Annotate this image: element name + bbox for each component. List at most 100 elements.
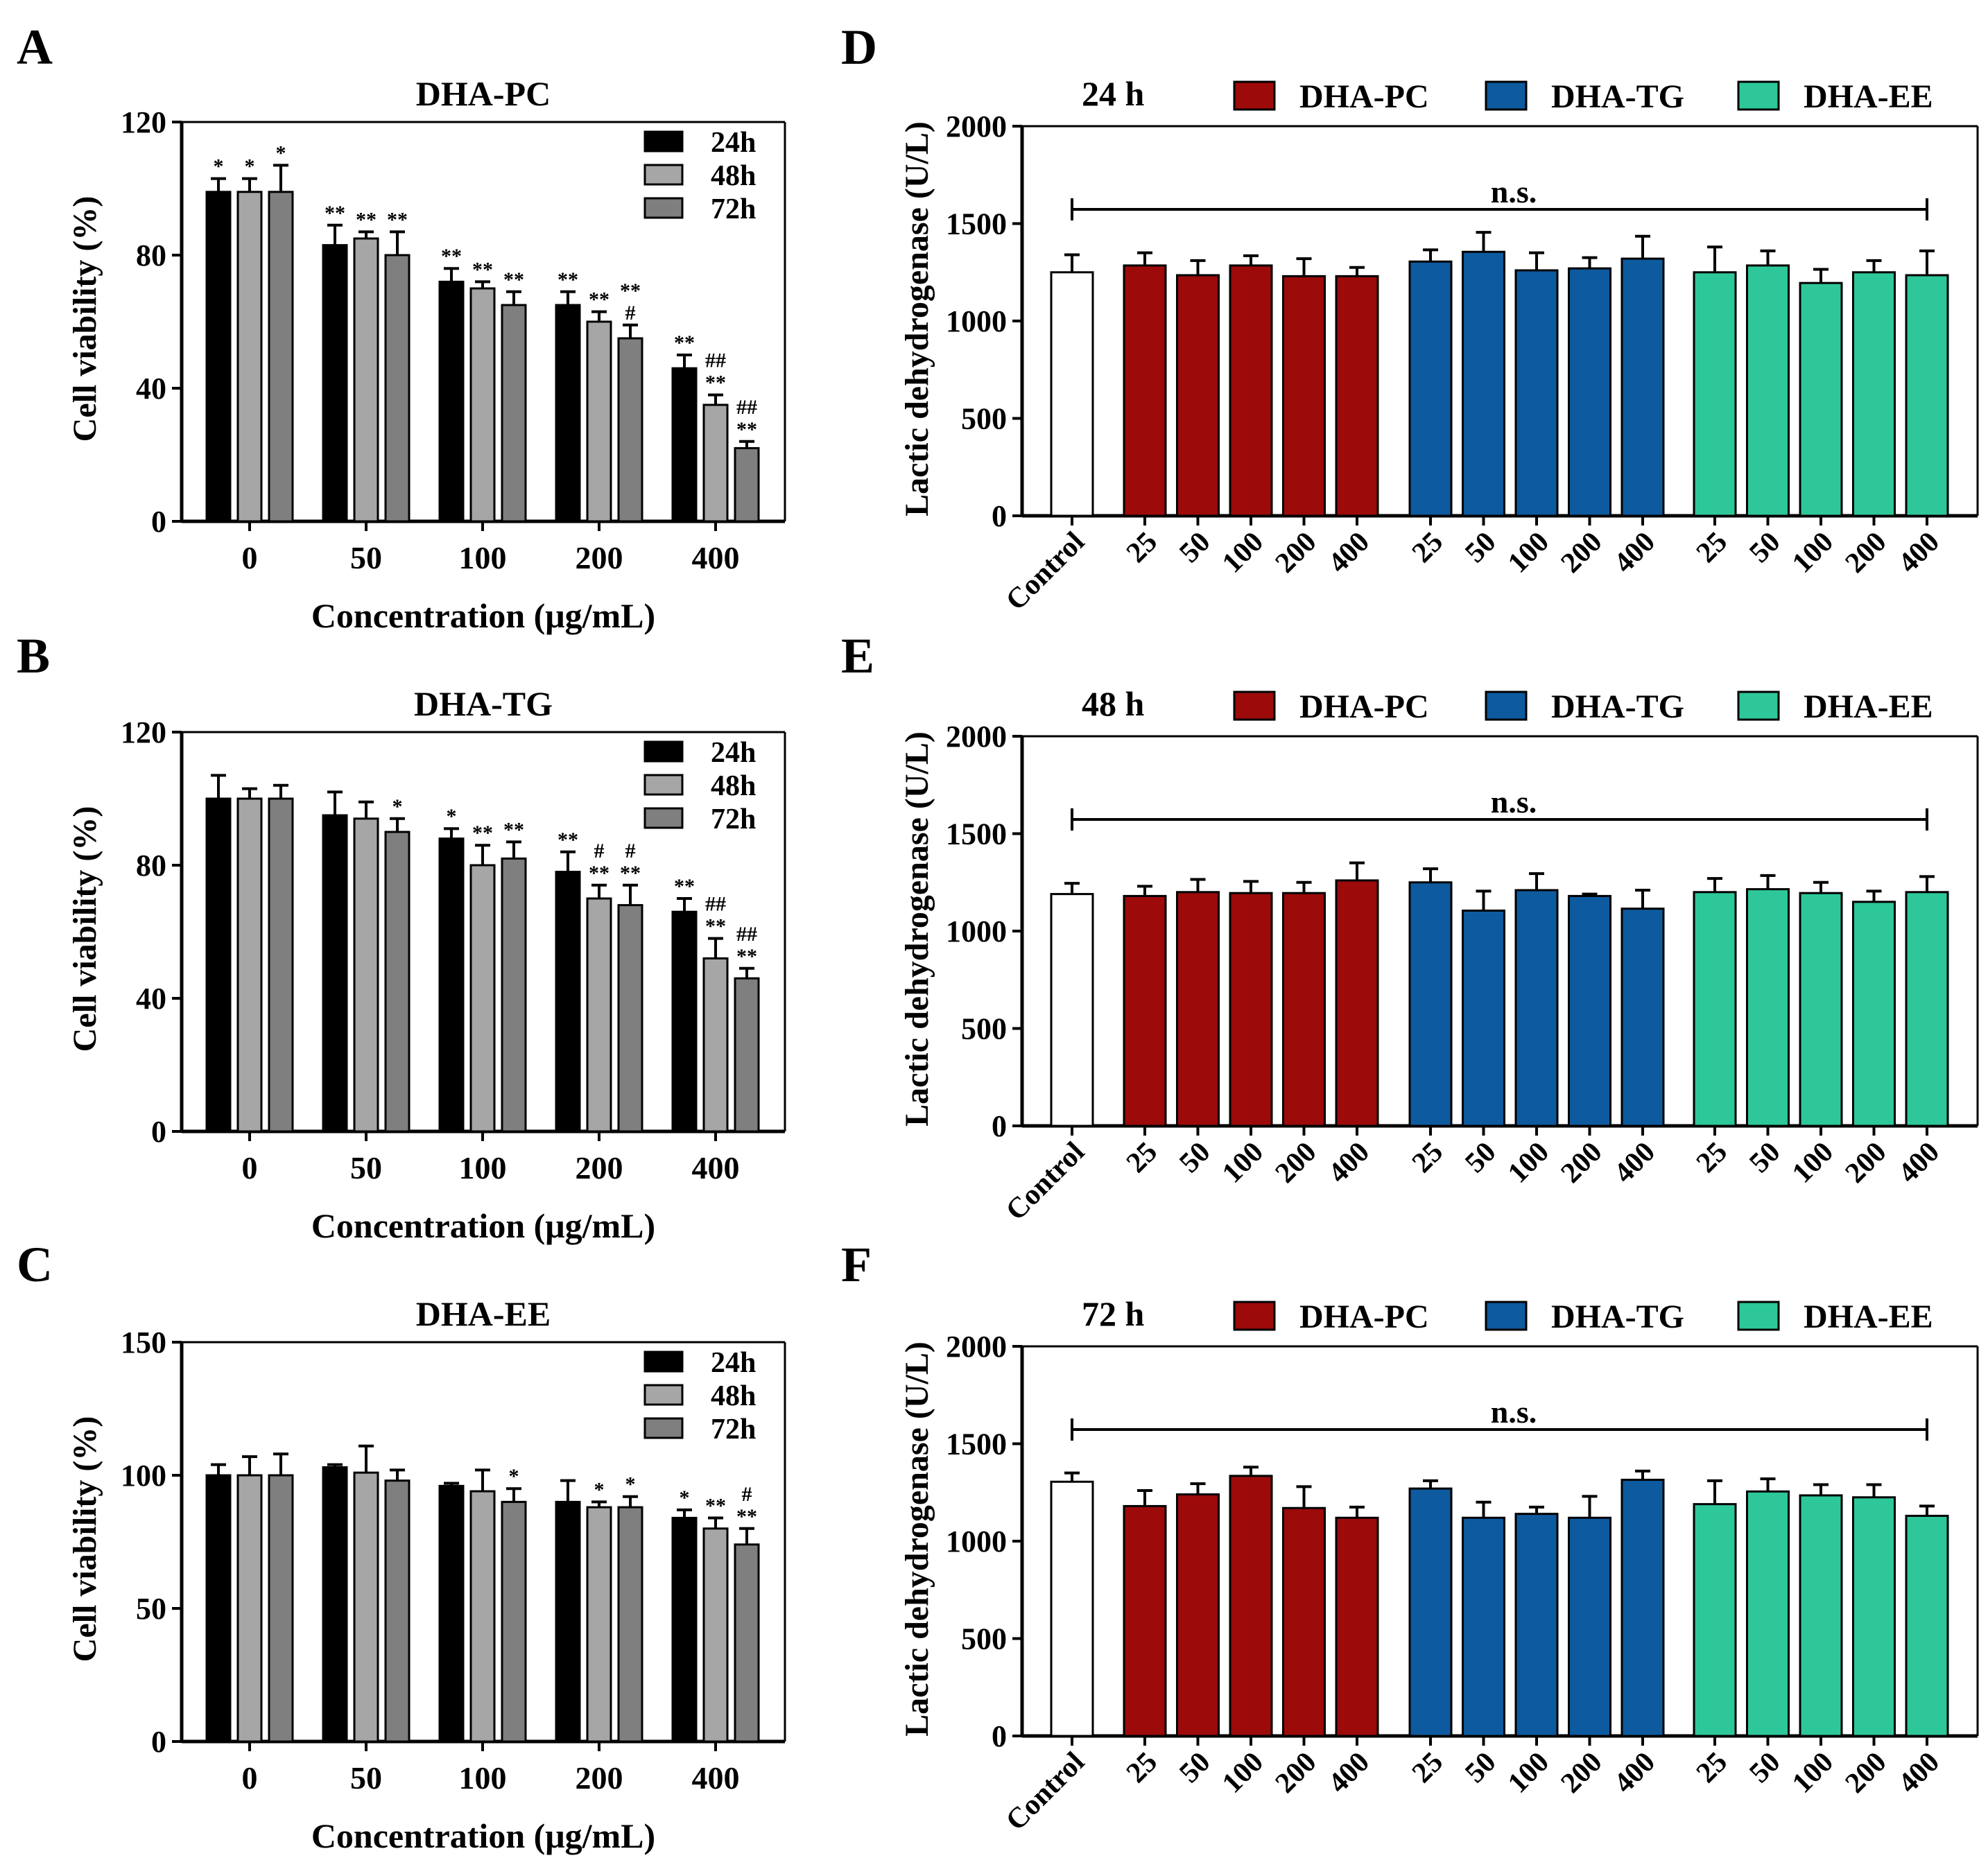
x-tick-label: 0: [242, 1150, 258, 1185]
legend-swatch: [643, 1417, 684, 1439]
bar-dha-tg: [1568, 894, 1611, 1127]
x-tick-label: 100: [1502, 1136, 1555, 1190]
legend-swatch: [643, 1350, 684, 1373]
y-axis-label: Lactic dehydrogenase (U/L): [899, 121, 935, 516]
y-axis-label: Cell viability (%): [67, 806, 103, 1052]
legend-label: DHA-EE: [1804, 1299, 1933, 1335]
y-tick-label: 0: [151, 1115, 166, 1149]
legend-label: 72h: [711, 193, 756, 225]
x-axis-label: Concentration (μg/mL): [311, 1816, 655, 1855]
legend-label: 48h: [711, 160, 756, 192]
bar-24h: [322, 1466, 348, 1743]
y-tick-label: 100: [121, 1459, 166, 1493]
bar-dha-tg: [1408, 881, 1453, 1127]
x-tick-label: 25: [1691, 526, 1734, 569]
legend-label: 72h: [711, 1414, 756, 1445]
significance-mark: **: [589, 862, 610, 885]
x-tick-label: Control: [1000, 526, 1091, 617]
significance-mark: **: [620, 862, 641, 885]
x-tick-label: 50: [1173, 1746, 1216, 1789]
significance-mark: *: [594, 1478, 605, 1501]
bar-48h: [469, 864, 496, 1133]
significance-mark: *: [392, 795, 403, 818]
x-tick-label: 50: [1743, 1746, 1786, 1789]
bar-72h: [617, 337, 643, 523]
bar-dha-ee: [1693, 1503, 1737, 1737]
bar-24h: [205, 1474, 232, 1743]
bar-24h: [438, 1484, 465, 1743]
x-tick-label: 200: [1839, 1746, 1892, 1800]
x-tick-label: 50: [1459, 1136, 1502, 1179]
legend-swatch: [1233, 691, 1276, 721]
panel-letter: F: [841, 1237, 872, 1292]
x-tick-label: 25: [1406, 1136, 1449, 1179]
bar-dha-pc: [1282, 275, 1326, 517]
significance-mark: **: [736, 418, 757, 441]
significance-mark: **: [472, 822, 493, 844]
bar-72h: [384, 254, 410, 523]
x-tick-label: 100: [1786, 526, 1840, 580]
bar-24h: [438, 280, 465, 523]
bar-72h: [384, 831, 410, 1133]
bar-dha-ee: [1852, 1496, 1896, 1737]
panel-f-ldh-chart: F 72 h n.s. Lactic dehydrogenase (U/L) 0…: [841, 1237, 1979, 1837]
y-tick-label: 500: [961, 1622, 1007, 1656]
x-tick-label: 100: [1216, 526, 1270, 580]
legend-swatch: [1737, 691, 1780, 721]
x-tick-label: 400: [1608, 1746, 1661, 1800]
bar-72h: [617, 1506, 643, 1743]
bar-48h: [702, 403, 729, 523]
bar-72h: [501, 304, 527, 523]
x-tick-label: Control: [1000, 1136, 1091, 1227]
bar-dha-ee: [1693, 891, 1737, 1127]
significance-mark: **: [705, 1494, 726, 1517]
bar-24h: [555, 1500, 581, 1743]
x-tick-label: Control: [1000, 1746, 1091, 1837]
bar-dha-pc: [1229, 892, 1273, 1127]
significance-mark: **: [503, 818, 524, 841]
significance-mark: #: [594, 840, 605, 862]
y-tick-label: 2000: [946, 720, 1007, 754]
significance-mark: *: [214, 155, 224, 178]
bar-dha-tg: [1462, 250, 1505, 517]
bar-dha-ee: [1905, 274, 1949, 517]
significance-mark: **: [705, 915, 726, 938]
panel-b-viability-chart: B DHA-TG Concentration (μg/mL) Cell viab…: [17, 628, 786, 1245]
x-tick-label: 100: [459, 1150, 507, 1185]
bar-72h: [501, 857, 527, 1133]
x-axis-label: Concentration (μg/mL): [311, 596, 655, 635]
legend-label: DHA-PC: [1299, 1299, 1429, 1335]
significance-mark: **: [325, 202, 345, 225]
y-tick-label: 0: [151, 1725, 166, 1759]
legend-label: 48h: [711, 770, 756, 802]
bar-dha-ee: [1852, 901, 1896, 1127]
significance-mark: **: [557, 828, 578, 851]
legend-label: 24h: [711, 737, 756, 769]
bar-72h: [384, 1479, 410, 1743]
panel-d-ldh-chart: D 24 h n.s. Lactic dehydrogenase (U/L) 0…: [841, 19, 1979, 617]
bar-48h: [353, 237, 379, 523]
legend-swatch: [1233, 1301, 1276, 1331]
chart-title: 72 h: [1082, 1294, 1145, 1333]
x-tick-label: 50: [1743, 1136, 1786, 1179]
legend-label: 24h: [711, 127, 756, 159]
y-axis-label: Cell viability (%): [67, 1416, 103, 1662]
x-tick-label: 50: [1459, 526, 1502, 569]
chart-title: DHA-EE: [416, 1294, 551, 1333]
y-tick-label: 0: [992, 1109, 1007, 1143]
bar-72h: [734, 1543, 760, 1743]
y-tick-label: 0: [992, 1719, 1007, 1753]
significance-mark: **: [557, 268, 578, 291]
panel-letter: E: [841, 628, 874, 684]
y-tick-label: 40: [136, 372, 166, 406]
bar-dha-tg: [1462, 1516, 1505, 1737]
significance-label: n.s.: [1491, 1394, 1537, 1430]
x-tick-label: 400: [1892, 1746, 1946, 1800]
x-tick-label: 400: [1608, 526, 1661, 580]
bar-dha-pc: [1123, 264, 1167, 517]
legend-swatch: [643, 740, 684, 763]
x-tick-label: 200: [1269, 526, 1322, 580]
x-tick-label: 100: [1502, 526, 1555, 580]
x-tick-label: 200: [576, 540, 623, 575]
